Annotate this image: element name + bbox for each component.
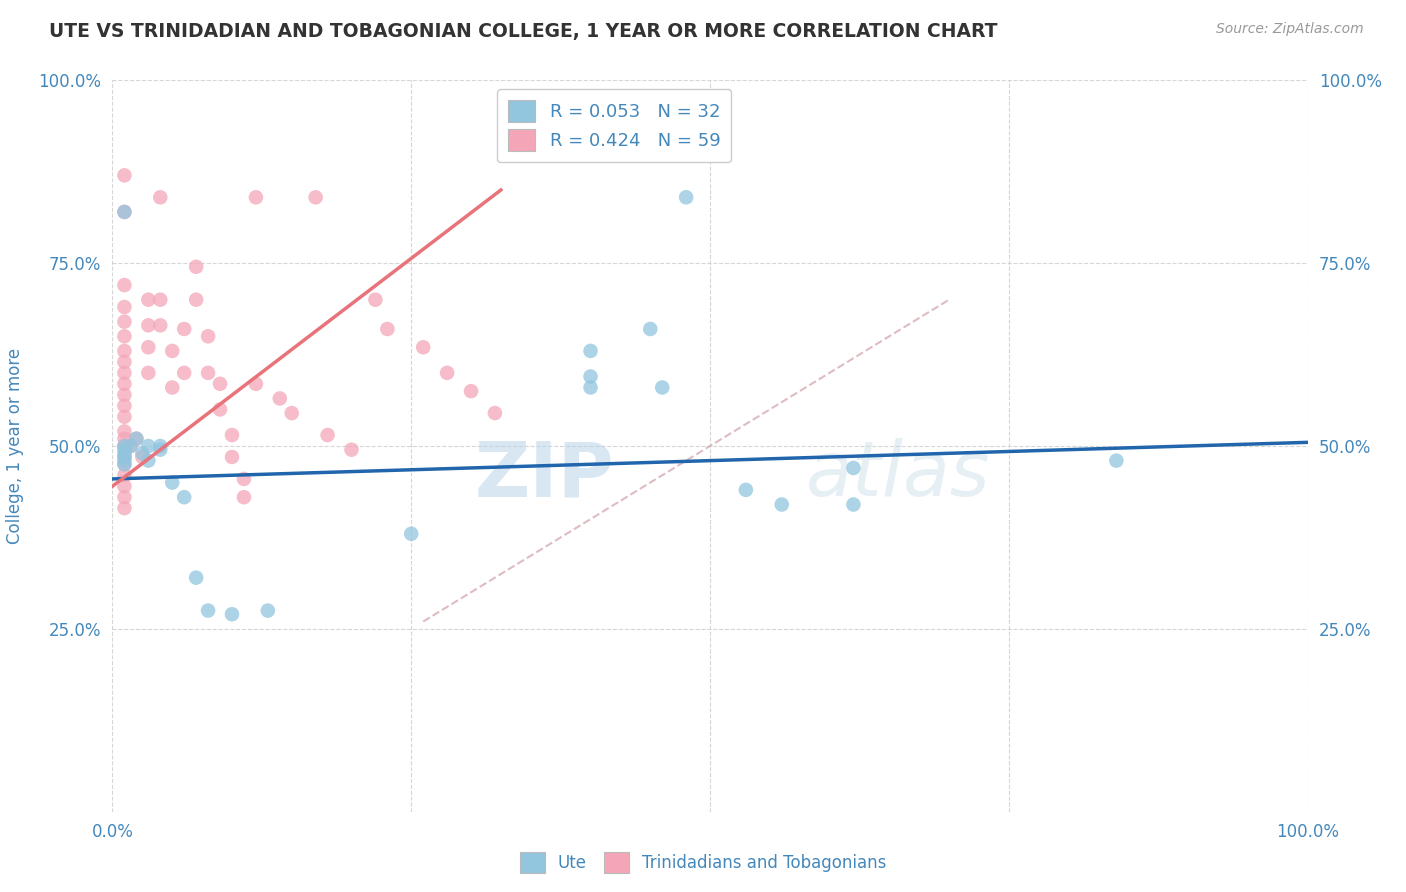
Point: [114, 457, 135, 471]
Point: [162, 343, 183, 358]
Point: [114, 479, 135, 493]
Point: [186, 571, 208, 585]
Point: [149, 442, 172, 457]
Text: UTE VS TRINIDADIAN AND TOBAGONIAN COLLEGE, 1 YEAR OR MORE CORRELATION CHART: UTE VS TRINIDADIAN AND TOBAGONIAN COLLEG…: [49, 22, 998, 41]
Point: [221, 607, 243, 622]
Point: [131, 450, 153, 464]
Point: [579, 369, 602, 384]
Point: [114, 388, 135, 402]
Point: [114, 343, 135, 358]
Point: [197, 329, 219, 343]
Point: [114, 446, 135, 460]
Point: [114, 278, 135, 293]
Legend: R = 0.053   N = 32, R = 0.424   N = 59: R = 0.053 N = 32, R = 0.424 N = 59: [498, 89, 731, 162]
Point: [305, 190, 328, 204]
Point: [114, 442, 135, 457]
Point: [120, 439, 142, 453]
Point: [233, 472, 256, 486]
Point: [162, 475, 183, 490]
Legend: Ute, Trinidadians and Tobagonians: Ute, Trinidadians and Tobagonians: [513, 846, 893, 880]
Point: [340, 442, 363, 457]
Point: [842, 461, 865, 475]
Point: [138, 318, 160, 333]
Point: [316, 428, 339, 442]
Point: [269, 392, 291, 406]
Point: [114, 205, 135, 219]
Point: [114, 366, 135, 380]
Point: [114, 450, 135, 464]
Point: [484, 406, 506, 420]
Point: [114, 399, 135, 413]
Point: [377, 322, 399, 336]
Point: [257, 603, 280, 617]
Point: [173, 366, 195, 380]
Point: [138, 366, 160, 380]
Point: [114, 355, 135, 369]
Point: [735, 483, 758, 497]
Point: [149, 293, 172, 307]
Point: [651, 380, 673, 394]
Point: [114, 468, 135, 483]
Point: [770, 498, 793, 512]
Point: [173, 322, 195, 336]
Point: [579, 343, 602, 358]
Text: Source: ZipAtlas.com: Source: ZipAtlas.com: [1216, 22, 1364, 37]
Point: [114, 425, 135, 439]
Point: [197, 603, 219, 617]
Point: [138, 293, 160, 307]
Point: [120, 439, 142, 453]
Point: [114, 450, 135, 464]
Point: [114, 329, 135, 343]
Point: [842, 498, 865, 512]
Point: [233, 490, 256, 504]
Point: [245, 190, 267, 204]
Point: [281, 406, 304, 420]
Point: [114, 169, 135, 183]
Point: [114, 205, 135, 219]
Text: atlas: atlas: [806, 438, 990, 512]
Point: [162, 380, 183, 394]
Point: [412, 340, 434, 354]
Point: [209, 376, 232, 391]
Point: [125, 432, 148, 446]
Point: [1105, 453, 1128, 467]
Point: [114, 409, 135, 424]
Point: [114, 457, 135, 471]
Point: [149, 318, 172, 333]
Point: [460, 384, 482, 399]
Point: [138, 340, 160, 354]
Point: [436, 366, 458, 380]
Y-axis label: College, 1 year or more: College, 1 year or more: [7, 348, 24, 544]
Point: [197, 366, 219, 380]
Point: [131, 446, 153, 460]
Point: [401, 526, 423, 541]
Point: [114, 501, 135, 516]
Point: [138, 439, 160, 453]
Point: [579, 380, 602, 394]
Point: [149, 190, 172, 204]
Point: [245, 376, 267, 391]
Point: [209, 402, 232, 417]
Point: [114, 453, 135, 467]
Point: [186, 260, 208, 274]
Point: [173, 490, 195, 504]
Point: [221, 450, 243, 464]
Point: [364, 293, 387, 307]
Point: [114, 315, 135, 329]
Point: [640, 322, 662, 336]
Point: [114, 300, 135, 314]
Point: [221, 428, 243, 442]
Text: ZIP: ZIP: [475, 438, 614, 512]
Point: [114, 490, 135, 504]
Point: [114, 376, 135, 391]
Point: [675, 190, 697, 204]
Point: [114, 439, 135, 453]
Point: [138, 453, 160, 467]
Point: [186, 293, 208, 307]
Point: [149, 439, 172, 453]
Point: [114, 439, 135, 453]
Point: [114, 432, 135, 446]
Point: [125, 432, 148, 446]
